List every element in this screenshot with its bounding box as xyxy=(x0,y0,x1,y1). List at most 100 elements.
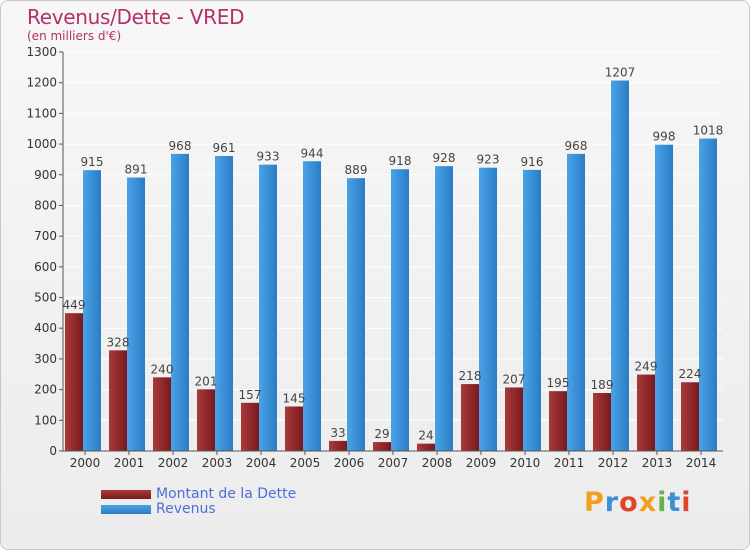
x-tick-label: 2004 xyxy=(246,456,277,470)
brand-letter: i xyxy=(657,487,668,518)
bar-debt-2006 xyxy=(329,440,347,451)
data-label-revenue-2000: 915 xyxy=(81,155,104,169)
bar-debt-2002 xyxy=(153,377,171,451)
brand-letter: i xyxy=(681,487,692,518)
data-label-debt-2001: 328 xyxy=(107,335,130,349)
y-tick-label: 300 xyxy=(34,352,57,366)
brand-letter: r xyxy=(604,487,620,518)
bar-revenue-2004 xyxy=(259,164,277,452)
legend-swatch-revenue xyxy=(101,505,151,514)
data-label-debt-2000: 449 xyxy=(63,298,86,312)
data-label-revenue-2005: 944 xyxy=(301,146,324,160)
data-label-revenue-2010: 916 xyxy=(521,155,544,169)
y-axis: 0 100 200 300 400 500 600 700 800 900 1000 1100 1200… xyxy=(26,45,64,458)
data-label-debt-2009: 218 xyxy=(459,369,482,383)
x-tick-label: 2014 xyxy=(686,456,717,470)
legend-label-debt: Montant de la Dette xyxy=(156,486,297,502)
bar-revenue-2002 xyxy=(171,153,189,451)
bar-revenue-2008 xyxy=(435,166,453,451)
brand-letter: P xyxy=(584,487,605,518)
bar-debt-2011 xyxy=(549,391,567,451)
x-tick-label: 2005 xyxy=(290,456,321,470)
data-label-debt-2014: 224 xyxy=(679,367,702,381)
bar-revenue-2012 xyxy=(611,80,629,451)
bar-debt-2001 xyxy=(109,350,127,451)
legend-swatch-debt xyxy=(101,490,151,499)
y-tick-label: 100 xyxy=(34,413,57,427)
data-label-debt-2011: 195 xyxy=(547,376,570,390)
bar-debt-2005 xyxy=(285,406,303,451)
x-tick-label: 2011 xyxy=(554,456,585,470)
brand-letter: o xyxy=(619,487,639,518)
chart-subtitle: (en milliers d'€) xyxy=(27,29,122,43)
data-label-debt-2006: 33 xyxy=(330,426,345,440)
x-tick-label: 2012 xyxy=(598,456,629,470)
bar-debt-2009 xyxy=(461,384,479,451)
data-label-debt-2008: 24 xyxy=(418,429,433,443)
data-label-revenue-2004: 933 xyxy=(257,150,280,164)
bar-revenue-2001 xyxy=(127,177,145,451)
y-tick-label: 1000 xyxy=(26,137,57,151)
y-tick-label: 700 xyxy=(34,229,57,243)
data-label-debt-2002: 240 xyxy=(151,362,174,376)
bar-revenue-2014 xyxy=(699,138,717,451)
chart-title: Revenus/Dette - VRED xyxy=(27,5,245,29)
data-label-revenue-2003: 961 xyxy=(213,141,236,155)
y-tick-label: 400 xyxy=(34,321,57,335)
bar-revenue-2010 xyxy=(523,169,541,451)
bar-revenue-2011 xyxy=(567,153,585,451)
bar-debt-2008 xyxy=(417,443,435,451)
bar-debt-2004 xyxy=(241,402,259,451)
data-label-debt-2007: 29 xyxy=(374,427,389,441)
x-tick-label: 2002 xyxy=(158,456,189,470)
data-label-revenue-2002: 968 xyxy=(169,139,192,153)
bar-revenue-2007 xyxy=(391,169,409,451)
x-tick-label: 2007 xyxy=(378,456,409,470)
bar-debt-2003 xyxy=(197,389,215,451)
data-label-debt-2012: 189 xyxy=(591,378,614,392)
bar-revenue-2000 xyxy=(83,170,101,451)
y-tick-label: 500 xyxy=(34,291,57,305)
bar-debt-2014 xyxy=(681,382,699,451)
x-tick-label: 2003 xyxy=(202,456,233,470)
x-tick-label: 2006 xyxy=(334,456,365,470)
y-tick-label: 900 xyxy=(34,168,57,182)
bar-revenue-2003 xyxy=(215,156,233,451)
bar-debt-2007 xyxy=(373,442,391,451)
y-tick-label: 1300 xyxy=(26,45,57,59)
data-label-revenue-2012: 1207 xyxy=(605,66,636,80)
data-label-revenue-2007: 918 xyxy=(389,154,412,168)
data-label-revenue-2009: 923 xyxy=(477,153,500,167)
y-tick-label: 1100 xyxy=(26,106,57,120)
brand-letter: t xyxy=(667,487,682,518)
x-tick-label: 2000 xyxy=(70,456,101,470)
y-tick-label: 1200 xyxy=(26,76,57,90)
y-tick-label: 0 xyxy=(49,444,57,458)
x-tick-label: 2001 xyxy=(114,456,145,470)
legend-label-revenue: Revenus xyxy=(156,501,216,517)
bar-debt-2010 xyxy=(505,387,523,451)
x-axis: 2000 2001 2002 2003 2004 2005 2006 2007 2008 2009… xyxy=(63,450,723,470)
bars: 449 915 328 891 240 968 201 961 157 933 145 944 33 88… xyxy=(63,66,724,452)
data-label-revenue-2014: 1018 xyxy=(693,124,724,138)
data-label-revenue-2001: 891 xyxy=(125,163,148,177)
brand-logo: Proxiti xyxy=(584,487,692,518)
data-label-debt-2010: 207 xyxy=(503,372,526,386)
bar-revenue-2005 xyxy=(303,161,321,451)
bar-revenue-2013 xyxy=(655,144,673,451)
y-tick-label: 600 xyxy=(34,260,57,274)
data-label-debt-2013: 249 xyxy=(635,360,658,374)
data-label-revenue-2008: 928 xyxy=(433,151,456,165)
data-label-revenue-2006: 889 xyxy=(345,163,368,177)
data-label-revenue-2013: 998 xyxy=(653,130,676,144)
x-tick-label: 2010 xyxy=(510,456,541,470)
data-label-debt-2003: 201 xyxy=(195,374,218,388)
y-tick-label: 800 xyxy=(34,198,57,212)
data-label-revenue-2011: 968 xyxy=(565,139,588,153)
bar-debt-2013 xyxy=(637,374,655,451)
bar-revenue-2006 xyxy=(347,178,365,451)
x-tick-label: 2009 xyxy=(466,456,497,470)
x-tick-label: 2008 xyxy=(422,456,453,470)
